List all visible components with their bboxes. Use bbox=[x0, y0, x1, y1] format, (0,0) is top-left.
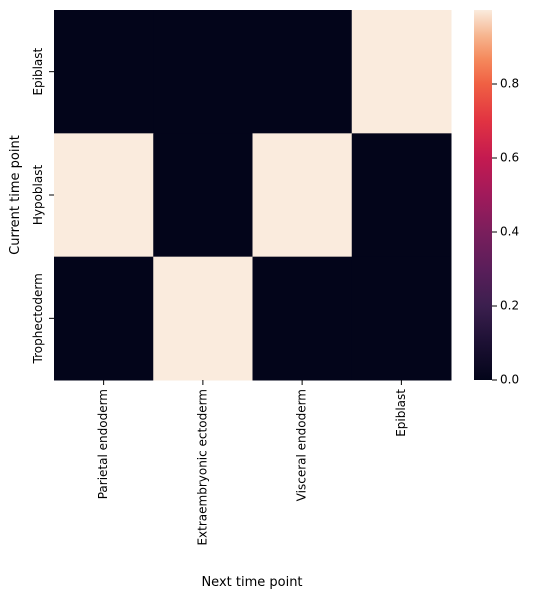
heatmap-cell bbox=[351, 256, 452, 381]
x-tick-label: Visceral endoderm bbox=[295, 389, 309, 501]
y-axis-ticks: Epiblast Hypoblast Trophectoderm bbox=[31, 47, 54, 364]
heatmap-cell bbox=[153, 133, 253, 258]
heatmap-cell bbox=[252, 10, 353, 134]
colorbar-tick-label: 0.6 bbox=[500, 151, 519, 165]
y-tick-label: Hypoblast bbox=[31, 165, 45, 226]
heatmap-cells bbox=[54, 10, 452, 381]
heatmap-cell bbox=[351, 10, 452, 134]
colorbar-tick-label: 0.4 bbox=[500, 225, 519, 239]
colorbar bbox=[474, 10, 492, 380]
y-tick-label: Trophectoderm bbox=[31, 273, 45, 364]
y-axis-label: Current time point bbox=[8, 135, 23, 255]
heatmap-cell bbox=[153, 256, 253, 381]
x-tick-label: Extraembryonic ectoderm bbox=[195, 389, 209, 546]
colorbar-ticks: 0.0 0.2 0.4 0.6 0.8 bbox=[492, 77, 519, 387]
heatmap-cell bbox=[252, 133, 353, 258]
x-axis-label: Next time point bbox=[201, 575, 302, 590]
heatmap-cell bbox=[54, 10, 154, 134]
heatmap-cell bbox=[153, 10, 253, 134]
x-axis-ticks: Parietal endoderm Extraembryonic ectoderm… bbox=[96, 380, 408, 546]
colorbar-tick-label: 0.8 bbox=[500, 77, 519, 91]
heatmap-cell bbox=[252, 256, 353, 381]
x-tick-label: Parietal endoderm bbox=[96, 389, 110, 499]
colorbar-tick-label: 0.2 bbox=[500, 299, 519, 313]
heatmap-cell bbox=[351, 133, 452, 258]
y-tick-label: Epiblast bbox=[31, 47, 45, 95]
heatmap-cell bbox=[54, 133, 154, 258]
x-tick-label: Epiblast bbox=[394, 389, 408, 437]
colorbar-tick-label: 0.0 bbox=[500, 373, 519, 387]
heatmap-cell bbox=[54, 256, 154, 381]
